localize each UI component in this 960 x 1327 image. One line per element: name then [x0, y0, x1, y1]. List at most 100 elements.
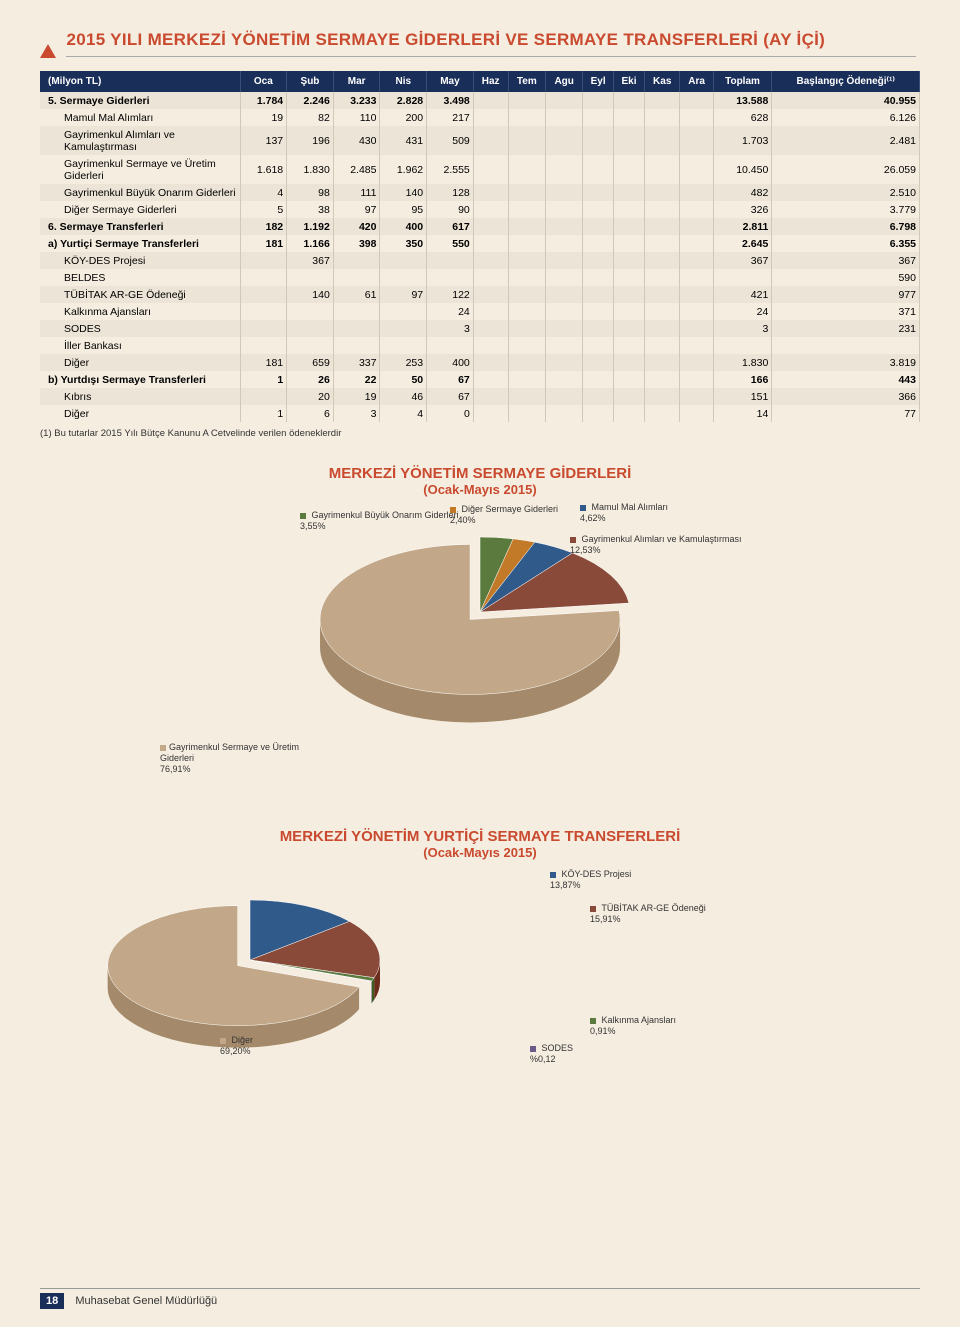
cell — [427, 252, 474, 269]
cell — [240, 320, 287, 337]
cell — [644, 184, 680, 201]
cell: 61 — [333, 286, 380, 303]
cell: 122 — [427, 286, 474, 303]
row-label: Mamul Mal Alımları — [40, 109, 240, 126]
row-label: 5. Sermaye Giderleri — [40, 92, 240, 109]
table-row: 6. Sermaye Transferleri1821.192420400617… — [40, 218, 920, 235]
row-label: Diğer — [40, 405, 240, 422]
cell: 181 — [240, 235, 287, 252]
row-label: TÜBİTAK AR-GE Ödeneği — [40, 286, 240, 303]
cell — [546, 218, 583, 235]
cell: 3 — [713, 320, 772, 337]
cell — [614, 320, 645, 337]
table-row: İller Bankası — [40, 337, 920, 354]
cell: 40.955 — [772, 92, 920, 109]
label-pct: 15,91% — [590, 914, 621, 924]
cell: 2.811 — [713, 218, 772, 235]
chart1-title: MERKEZİ YÖNETİM SERMAYE GİDERLERİ — [40, 465, 920, 482]
table-row: TÜBİTAK AR-GE Ödeneği1406197122421977 — [40, 286, 920, 303]
page-number: 18 — [40, 1293, 64, 1309]
cell — [546, 354, 583, 371]
cell — [508, 252, 546, 269]
cell — [644, 337, 680, 354]
cell: 2.485 — [333, 155, 380, 184]
cell — [380, 337, 427, 354]
label-text: TÜBİTAK AR-GE Ödeneği — [601, 903, 705, 913]
month-header: Haz — [473, 71, 508, 92]
chart2-title: MERKEZİ YÖNETİM YURTİÇİ SERMAYE TRANSFER… — [40, 828, 920, 845]
cell — [614, 235, 645, 252]
cell: 431 — [380, 126, 427, 155]
cell: 337 — [333, 354, 380, 371]
cell — [680, 109, 713, 126]
cell — [583, 218, 614, 235]
cell — [614, 303, 645, 320]
cell: 350 — [380, 235, 427, 252]
chart1-label-diger: Diğer Sermaye Giderleri 2,40% — [450, 504, 558, 526]
cell — [583, 320, 614, 337]
month-header: May — [427, 71, 474, 92]
cell: 398 — [333, 235, 380, 252]
month-header: Eki — [614, 71, 645, 92]
cell — [713, 269, 772, 286]
cell — [473, 354, 508, 371]
cell — [546, 235, 583, 252]
cell: 326 — [713, 201, 772, 218]
cell — [333, 303, 380, 320]
cell — [333, 269, 380, 286]
cell: 977 — [772, 286, 920, 303]
cell — [680, 269, 713, 286]
chart1-label-mamul: Mamul Mal Alımları 4,62% — [580, 502, 668, 524]
cell: 1 — [240, 405, 287, 422]
cell — [240, 303, 287, 320]
table-row: Kıbrıs20194667151366 — [40, 388, 920, 405]
cell — [644, 388, 680, 405]
cell — [680, 184, 713, 201]
cell: 400 — [380, 218, 427, 235]
cell — [614, 218, 645, 235]
cell: 5 — [240, 201, 287, 218]
cell — [333, 252, 380, 269]
cell: 140 — [287, 286, 334, 303]
cell — [508, 286, 546, 303]
cell — [287, 337, 334, 354]
cell — [473, 109, 508, 126]
cell — [287, 269, 334, 286]
page-footer: 18 Muhasebat Genel Müdürlüğü — [40, 1288, 920, 1309]
cell — [508, 303, 546, 320]
cell — [583, 371, 614, 388]
cell — [427, 337, 474, 354]
cell — [508, 269, 546, 286]
cell — [473, 235, 508, 252]
cell — [473, 337, 508, 354]
cell: 509 — [427, 126, 474, 155]
cell — [508, 155, 546, 184]
cell: 590 — [772, 269, 920, 286]
cell: 46 — [380, 388, 427, 405]
label-text: Gayrimenkul Büyük Onarım Giderleri — [312, 510, 459, 520]
chart2-label-kalkinma: Kalkınma Ajansları 0,91% — [590, 1015, 676, 1037]
cell: 6.355 — [772, 235, 920, 252]
cell — [240, 388, 287, 405]
cell — [680, 92, 713, 109]
swatch — [590, 906, 596, 912]
cell — [614, 201, 645, 218]
cell — [473, 201, 508, 218]
chart1-label-kamu: Gayrimenkul Alımları ve Kamulaştırması 1… — [570, 534, 742, 556]
cell — [508, 92, 546, 109]
cell — [644, 155, 680, 184]
cell — [583, 388, 614, 405]
cell: 26 — [287, 371, 334, 388]
cell — [614, 184, 645, 201]
cell: 77 — [772, 405, 920, 422]
cell — [583, 405, 614, 422]
data-table: (Milyon TL) OcaŞubMarNisMayHazTemAguEylE… — [40, 71, 920, 422]
cell — [546, 252, 583, 269]
cell — [473, 405, 508, 422]
cell — [508, 184, 546, 201]
cell: 366 — [772, 388, 920, 405]
cell — [380, 320, 427, 337]
cell: 3.498 — [427, 92, 474, 109]
cell — [508, 388, 546, 405]
month-header: Başlangıç Ödeneği⁽¹⁾ — [772, 71, 920, 92]
